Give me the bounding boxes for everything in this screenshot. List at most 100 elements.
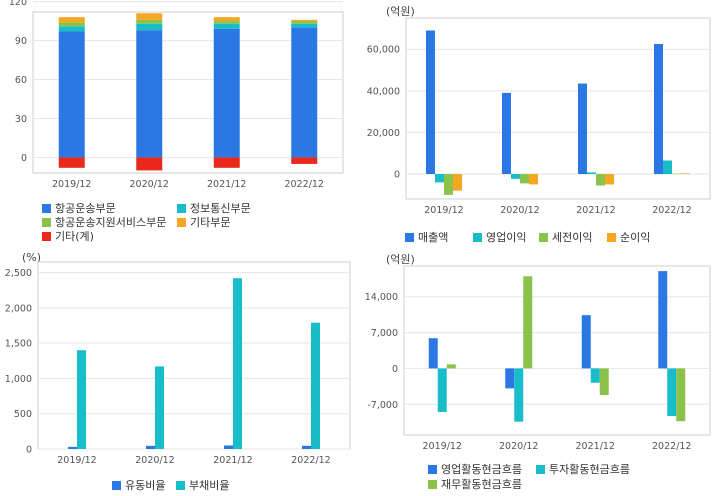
bar xyxy=(444,174,453,195)
legend-swatch xyxy=(42,217,51,227)
chart-svg-ratios: 0 500 1,000 1,500 2,000 2,500 2019/12 2020/12 20… xyxy=(5,261,351,466)
bar xyxy=(213,21,240,24)
legend-item: 세전이익 xyxy=(539,229,592,245)
legend-swatch xyxy=(473,232,482,242)
x-tick-label: 2022/12 xyxy=(285,179,324,190)
chart-panel-segments: 0 30 60 90 120 2019/12 2020/12 2021/12 2022/12 항… xyxy=(0,0,360,248)
unit-label: (억원) xyxy=(386,253,415,266)
y-tick-label: 90 xyxy=(15,36,27,47)
y-tick-label: 40,000 xyxy=(367,86,400,97)
legend-item: 기타부문 xyxy=(177,214,230,230)
x-tick-label: 2021/12 xyxy=(213,455,252,466)
legend-item: 항공운송지원서비스부문 xyxy=(42,214,166,230)
bar xyxy=(224,445,233,449)
bar xyxy=(672,173,681,175)
legend-item: 매출액 xyxy=(405,229,448,245)
legend-swatch xyxy=(112,480,121,490)
bar xyxy=(511,174,520,179)
bar xyxy=(291,27,318,158)
bar xyxy=(681,173,690,175)
legend-swatch xyxy=(42,231,51,241)
bar xyxy=(599,368,609,396)
bar xyxy=(291,21,318,24)
y-tick-label: 7,000 xyxy=(371,328,398,339)
y-tick-label: 0 xyxy=(21,153,27,164)
x-tick-label: 2020/12 xyxy=(135,455,174,466)
bar xyxy=(213,23,240,29)
bar xyxy=(520,174,529,184)
bar xyxy=(437,368,447,412)
bar xyxy=(590,368,600,383)
bar xyxy=(136,157,163,171)
legend-label: 영업활동현금흐름 xyxy=(441,463,522,476)
legend-swatch xyxy=(428,464,437,474)
bar xyxy=(58,157,85,168)
x-tick-label: 2020/12 xyxy=(500,205,539,216)
bar xyxy=(291,19,318,22)
x-tick-label: 2021/12 xyxy=(576,205,615,216)
y-tick-label: -7,000 xyxy=(367,400,398,411)
x-tick-label: 2022/12 xyxy=(291,455,330,466)
legend-item: 영업활동현금흐름 xyxy=(428,461,522,477)
bar xyxy=(596,174,605,186)
legend-item: 투자활동현금흐름 xyxy=(536,461,630,477)
legend-ratios: 유동비율 부채비율 xyxy=(112,477,312,493)
bar xyxy=(502,92,511,175)
legend-label: 순이익 xyxy=(620,231,651,244)
legend-label: 정보통신부문 xyxy=(190,202,251,215)
x-tick-label: 2021/12 xyxy=(576,441,615,452)
legend-income: 매출액 영업이익 세전이익 순이익 xyxy=(405,229,715,245)
y-tick-label: 2,500 xyxy=(5,268,32,279)
bar xyxy=(676,368,686,422)
legend-item: 유동비율 xyxy=(112,477,165,493)
x-tick-label: 2021/12 xyxy=(207,179,246,190)
legend-label: 항공운송부문 xyxy=(55,202,116,215)
bar xyxy=(58,17,85,23)
bar xyxy=(435,174,444,183)
bar xyxy=(505,368,515,389)
x-tick-label: 2022/12 xyxy=(652,205,691,216)
bar xyxy=(514,368,524,422)
bar xyxy=(581,315,591,369)
bar xyxy=(68,446,77,449)
legend-item: 순이익 xyxy=(607,229,650,245)
legend-label: 매출액 xyxy=(418,231,449,244)
y-tick-label: 30 xyxy=(15,114,27,125)
bar xyxy=(605,174,614,185)
bar xyxy=(136,23,163,31)
y-tick-label: 60 xyxy=(15,75,27,86)
bar xyxy=(291,157,318,164)
bar xyxy=(213,157,240,168)
bar xyxy=(58,22,85,27)
legend-item: 정보통신부문 xyxy=(177,200,251,216)
legend-segments: 항공운송부문 정보통신부문 항공운송지원서비스부문 기타부문 기타(계) xyxy=(42,200,352,246)
bar xyxy=(663,160,672,175)
bar xyxy=(446,364,456,369)
legend-cashflow: 영업활동현금흐름 투자활동현금흐름 재무활동현금흐름 xyxy=(428,461,718,493)
legend-label: 재무활동현금흐름 xyxy=(441,478,522,491)
bar xyxy=(233,278,242,449)
x-tick-label: 2019/12 xyxy=(52,179,91,190)
bar xyxy=(291,23,318,28)
legend-label: 세전이익 xyxy=(552,231,593,244)
plot-area xyxy=(37,261,351,450)
x-tick-label: 2020/12 xyxy=(130,179,169,190)
legend-swatch xyxy=(607,232,616,242)
legend-label: 기타(계) xyxy=(55,230,94,243)
y-tick-label: 0 xyxy=(394,170,400,181)
bar xyxy=(58,26,85,32)
bar xyxy=(529,174,538,185)
bar xyxy=(654,44,663,175)
x-tick-label: 2019/12 xyxy=(424,205,463,216)
legend-swatch xyxy=(177,203,186,213)
legend-label: 투자활동현금흐름 xyxy=(549,463,630,476)
y-tick-label: 20,000 xyxy=(367,128,400,139)
legend-swatch xyxy=(536,464,545,474)
y-tick-label: 500 xyxy=(14,409,32,420)
x-tick-label: 2019/12 xyxy=(57,455,96,466)
y-tick-label: 2,000 xyxy=(5,303,32,314)
bar xyxy=(453,174,462,191)
unit-label: (%) xyxy=(22,251,42,264)
bar xyxy=(58,31,85,158)
bar xyxy=(155,366,164,449)
